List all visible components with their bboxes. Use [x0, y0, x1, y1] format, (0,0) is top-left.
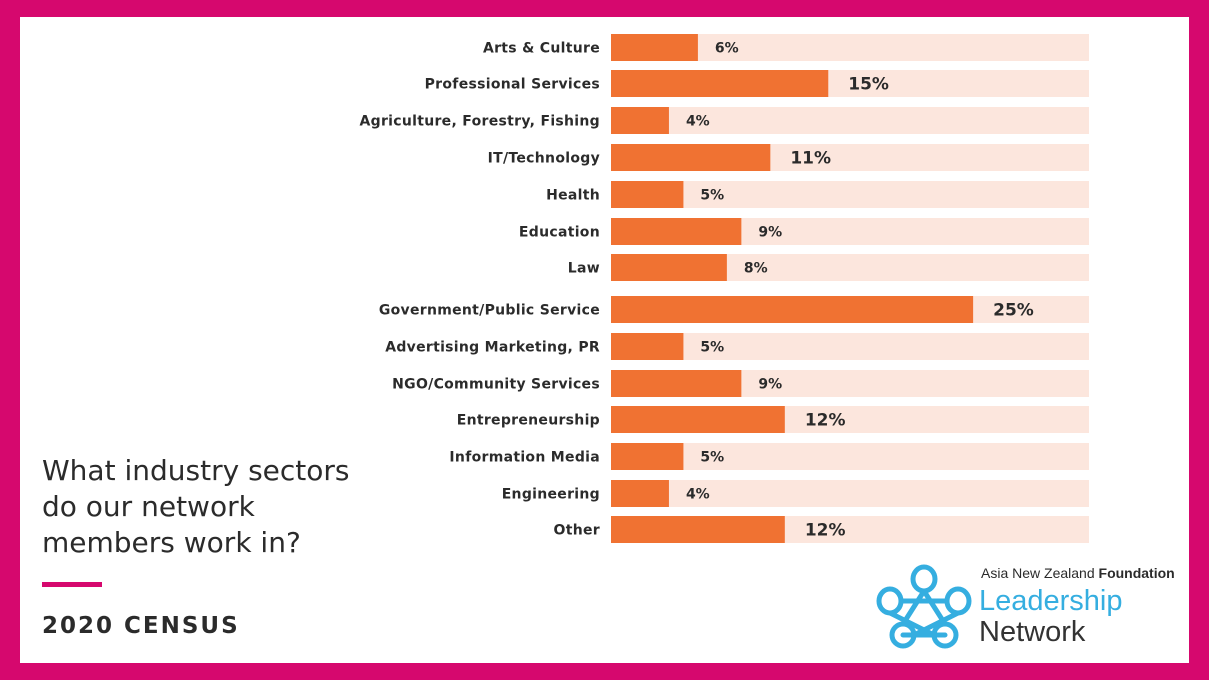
value-label: 5% — [700, 188, 724, 204]
bar — [611, 70, 829, 97]
value-label: 4% — [686, 114, 710, 130]
bar — [611, 254, 727, 281]
bar-track — [611, 181, 1089, 208]
slide-frame: Arts & Culture 6% Professional Services 15%… — [20, 17, 1189, 663]
accent-divider — [42, 582, 102, 587]
category-label: Engineering — [502, 487, 600, 503]
leadership-network-logo: Asia New Zealand Foundation Leadership N… — [876, 559, 1186, 651]
value-label: 9% — [758, 225, 782, 241]
category-label: Health — [546, 188, 600, 204]
value-label: 12% — [805, 411, 846, 431]
bar-track — [611, 480, 1089, 507]
category-label: Arts & Culture — [483, 41, 600, 57]
value-label: 5% — [700, 450, 724, 466]
value-label: 9% — [758, 377, 782, 393]
value-label: 25% — [993, 301, 1034, 321]
category-label: NGO/Community Services — [392, 377, 600, 393]
value-label: 6% — [715, 41, 739, 57]
foundation-name: Asia New Zealand Foundation — [981, 565, 1175, 581]
knot-star-icon — [876, 564, 972, 649]
bar — [611, 443, 684, 470]
bar — [611, 107, 669, 134]
logo-network-text: Network — [979, 616, 1086, 648]
category-label: Education — [519, 225, 600, 241]
bar — [611, 333, 684, 360]
value-label: 4% — [686, 487, 710, 503]
value-label: 11% — [790, 149, 831, 169]
bar — [611, 296, 974, 323]
value-label: 5% — [700, 340, 724, 356]
value-label: 12% — [805, 521, 846, 541]
category-label: Entrepreneurship — [457, 413, 600, 429]
category-label: Other — [554, 523, 600, 539]
census-label: 2020 CENSUS — [42, 613, 240, 639]
category-label: Advertising Marketing, PR — [385, 340, 600, 356]
bar-track — [611, 333, 1089, 360]
bar-track — [611, 443, 1089, 470]
bar — [611, 144, 771, 171]
value-label: 15% — [848, 75, 889, 95]
category-label: Law — [568, 261, 600, 277]
category-label: Information Media — [449, 450, 600, 466]
bar — [611, 370, 742, 397]
bar — [611, 516, 785, 543]
bar — [611, 181, 684, 208]
category-label: IT/Technology — [488, 151, 600, 167]
bar — [611, 34, 698, 61]
category-label: Agriculture, Forestry, Fishing — [360, 114, 601, 130]
value-label: 8% — [744, 261, 768, 277]
bar — [611, 218, 742, 245]
question-heading: What industry sectors do our network mem… — [42, 454, 350, 559]
bar-track — [611, 107, 1089, 134]
category-label: Government/Public Service — [379, 303, 600, 319]
logo-leadership-text: Leadership — [979, 585, 1123, 617]
bar — [611, 406, 785, 433]
category-label: Professional Services — [425, 77, 600, 93]
bar — [611, 480, 669, 507]
bar-chart: Arts & Culture 6% Professional Services 15%… — [360, 34, 1089, 543]
